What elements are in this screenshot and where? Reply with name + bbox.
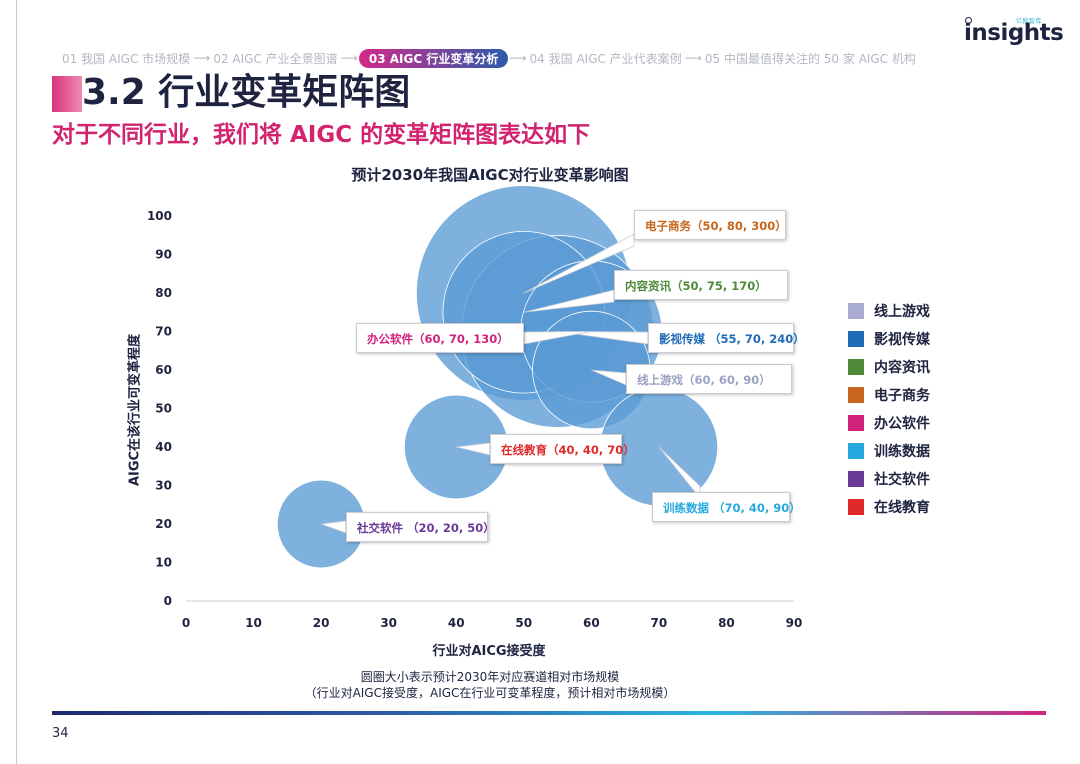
legend-item: 在线教育 [848,493,930,521]
bubble-callout-label: 办公软件（60, 70, 130） [356,323,524,353]
legend-label: 在线教育 [874,500,930,516]
x-tick-label: 20 [313,616,330,630]
footer-gradient-bar [52,711,1046,715]
bubble-callout-label: 在线教育（40, 40, 70） [490,434,635,464]
legend-item: 社交软件 [848,465,930,493]
chart-title: 预计2030年我国AIGC对行业变革影响图 [351,166,629,184]
bubble-callout-label: 影视传媒 （55, 70, 240） [648,323,805,353]
legend-swatch [848,303,864,319]
x-tick-label: 40 [448,616,465,630]
bubble-callout-label: 训练数据 （70, 40, 90） [652,492,801,522]
logo-tagline: 亿欧智库 [1016,18,1043,25]
chart-legend: 线上游戏影视传媒内容资讯电子商务办公软件训练数据社交软件在线教育 [848,297,930,521]
y-tick-label: 20 [155,517,172,531]
legend-swatch [848,387,864,403]
nav-step-4[interactable]: 04 我国 AIGC 产业代表案例 [529,51,682,66]
nav-step-5[interactable]: 05 中国最值得关注的 50 家 AIGC 机构 [704,51,916,66]
bubble-callout-label: 电子商务（50, 80, 300） [634,210,787,240]
bubble-callout-label: 线上游戏（60, 60, 90） [626,364,792,394]
nav-step-1[interactable]: 01 我国 AIGC 市场规模 [62,51,191,66]
arrow-right-icon: ⟶ [684,51,702,65]
legend-swatch [848,443,864,459]
arrow-right-icon: ⟶ [509,51,527,65]
legend-label: 办公软件 [874,416,930,432]
chart-note-line-2: （行业对AIGC接受度，AIGC在行业可变革程度，预计相对市场规模） [304,686,676,700]
legend-swatch [848,359,864,375]
x-tick-label: 50 [515,616,532,630]
legend-swatch [848,471,864,487]
title-accent-bar [52,76,82,112]
chart-note-line-1: 圆圈大小表示预计2030年对应赛道相对市场规模 [360,670,620,684]
x-tick-label: 30 [380,616,397,630]
y-tick-label: 100 [147,209,172,223]
x-tick-label: 10 [245,616,262,630]
y-tick-label: 0 [164,594,172,608]
x-tick-label: 90 [786,616,803,630]
arrow-right-icon: ⟶ [340,51,358,65]
y-tick-label: 30 [155,479,172,493]
legend-swatch [848,415,864,431]
legend-label: 影视传媒 [874,332,930,348]
legend-item: 电子商务 [848,381,930,409]
legend-label: 线上游戏 [874,304,930,320]
logo-dot-icon [965,17,972,24]
y-tick-label: 90 [155,248,172,262]
x-axis-label: 行业对AICG接受度 [432,644,546,659]
legend-item: 内容资讯 [848,353,930,381]
legend-swatch [848,331,864,347]
brand-logo: insights [964,20,1064,46]
y-tick-label: 10 [155,556,172,570]
callout-pointer [523,331,592,345]
y-tick-label: 50 [155,402,172,416]
bubble-callout-label: 内容资讯（50, 75, 170） [614,270,788,300]
legend-swatch [848,499,864,515]
page-subtitle: 对于不同行业，我们将 AIGC 的变革矩阵图表达如下 [52,122,591,148]
legend-label: 内容资讯 [874,360,930,376]
legend-label: 电子商务 [874,388,930,404]
y-tick-label: 80 [155,286,172,300]
arrow-right-icon: ⟶ [193,51,211,65]
nav-step-2[interactable]: 02 AIGC 产业全景图谱 [213,51,338,66]
breadcrumb: 01 我国 AIGC 市场规模 ⟶ 02 AIGC 产业全景图谱 ⟶ 03 AI… [60,48,918,68]
x-tick-label: 70 [651,616,668,630]
x-tick-label: 80 [718,616,735,630]
legend-item: 线上游戏 [848,297,930,325]
legend-item: 训练数据 [848,437,930,465]
y-tick-label: 70 [155,325,172,339]
y-tick-label: 40 [155,440,172,454]
x-tick-label: 60 [583,616,600,630]
nav-step-3-active[interactable]: 03 AIGC 行业变革分析 [358,48,509,68]
legend-item: 办公软件 [848,409,930,437]
legend-item: 影视传媒 [848,325,930,353]
x-tick-label: 0 [182,616,190,630]
legend-label: 社交软件 [874,472,930,488]
callout-pointer [523,233,635,294]
page-title: 3.2 行业变革矩阵图 [82,72,411,113]
page-edge-line [16,0,17,764]
page-number: 34 [52,726,69,741]
legend-label: 训练数据 [874,444,930,460]
y-tick-label: 60 [155,363,172,377]
bubble-callout-label: 社交软件 （20, 20, 50） [346,512,495,542]
